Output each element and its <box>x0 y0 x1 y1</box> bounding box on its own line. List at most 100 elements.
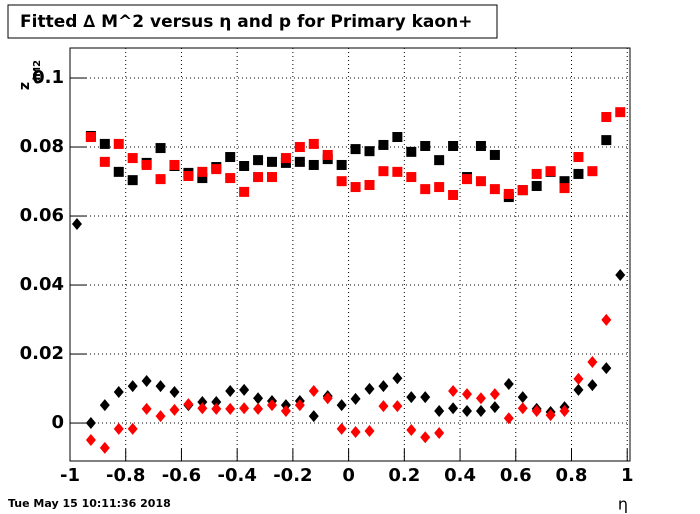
square-marker <box>85 132 96 143</box>
square-marker <box>197 166 208 177</box>
square-marker <box>169 159 180 170</box>
diamond-marker <box>169 385 180 398</box>
diamond-marker <box>113 385 124 398</box>
x-tick-label: 0.4 <box>444 465 476 486</box>
square-marker <box>127 153 138 164</box>
diamond-marker <box>253 402 264 415</box>
square-marker <box>155 143 166 154</box>
square-marker <box>350 144 361 155</box>
diamond-marker <box>475 404 486 417</box>
diamond-marker <box>197 396 208 408</box>
diamond-marker <box>211 396 222 408</box>
plot-frame <box>69 47 631 462</box>
square-marker <box>350 182 361 193</box>
diamond-marker <box>266 399 277 412</box>
diamond-marker <box>211 402 222 415</box>
diamond-marker <box>406 391 417 404</box>
square-marker <box>378 166 389 177</box>
diamond-marker <box>239 402 250 415</box>
diamond-marker <box>420 391 431 404</box>
square-marker <box>113 138 124 149</box>
square-marker <box>225 152 236 163</box>
square-marker <box>489 184 500 195</box>
diamond-marker <box>85 433 96 446</box>
diamond-marker <box>392 372 403 385</box>
diamond-marker <box>545 409 556 422</box>
square-marker <box>308 138 319 149</box>
square-marker <box>392 166 403 177</box>
square-marker <box>573 168 584 179</box>
square-marker <box>517 185 528 196</box>
square-marker <box>113 166 124 177</box>
square-marker <box>489 149 500 160</box>
square-marker <box>266 172 277 183</box>
diamond-marker <box>364 424 375 437</box>
diamond-marker <box>364 382 375 395</box>
square-marker <box>253 172 264 183</box>
square-marker <box>364 179 375 190</box>
diamond-marker <box>601 313 612 326</box>
y-tick-label: 0.08 <box>20 136 64 157</box>
diamond-marker <box>336 422 347 435</box>
y-tick-label: 0 <box>51 412 64 433</box>
square-marker <box>239 186 250 197</box>
square-marker <box>503 188 514 199</box>
diamond-marker <box>615 269 626 282</box>
diamond-marker <box>573 372 584 385</box>
square-marker <box>448 189 459 200</box>
square-marker <box>392 132 403 143</box>
diamond-marker <box>587 379 598 392</box>
y-tick-label: 0.04 <box>20 274 64 295</box>
x-tick-label: -0.2 <box>273 465 312 486</box>
diamond-marker <box>448 384 459 397</box>
square-marker <box>141 159 152 170</box>
y-axis-label: z <box>17 82 33 90</box>
square-marker <box>99 156 110 167</box>
diamond-marker <box>378 380 389 393</box>
diamond-marker <box>517 402 528 415</box>
square-marker <box>239 161 250 171</box>
diamond-marker <box>475 392 486 405</box>
square-marker <box>420 184 431 195</box>
diamond-marker <box>197 402 208 415</box>
square-marker <box>559 183 570 194</box>
square-marker <box>266 156 277 167</box>
diamond-marker <box>559 404 570 417</box>
diamond-marker <box>531 404 542 417</box>
x-tick-label: 0.8 <box>556 465 588 486</box>
square-marker <box>601 135 612 146</box>
square-marker <box>615 107 626 118</box>
y-tick-label: 0.1 <box>32 67 64 88</box>
diamond-marker <box>462 388 473 401</box>
x-tick-label: -0.6 <box>162 465 201 486</box>
square-marker <box>280 153 291 164</box>
diamond-marker <box>420 431 431 444</box>
chart-title: Fitted ∆ M^2 versus η and p for Primary … <box>20 12 472 32</box>
diamond-marker <box>155 410 166 423</box>
diamond-marker <box>85 417 96 430</box>
diamond-marker <box>503 412 514 425</box>
square-marker <box>448 140 459 151</box>
diamond-marker <box>350 426 361 439</box>
square-marker <box>364 146 375 157</box>
square-marker <box>434 155 445 166</box>
x-tick-label: 1 <box>621 465 634 486</box>
y-tick-label: 0.06 <box>20 205 64 226</box>
square-marker <box>378 139 389 150</box>
x-tick-label: 0.2 <box>388 465 420 486</box>
diamond-marker <box>99 441 110 454</box>
diamond-marker <box>350 392 361 405</box>
diamond-marker <box>113 422 124 435</box>
square-marker <box>308 159 319 170</box>
diamond-marker <box>225 402 236 415</box>
diamond-marker <box>489 401 500 414</box>
diamond-marker <box>308 384 319 397</box>
x-tick-label: -0.8 <box>106 465 145 486</box>
square-marker <box>587 166 598 177</box>
diamond-marker <box>99 399 110 412</box>
y-tick-label: 0.02 <box>20 343 64 364</box>
square-marker <box>197 173 208 184</box>
diamond-marker <box>601 362 612 375</box>
